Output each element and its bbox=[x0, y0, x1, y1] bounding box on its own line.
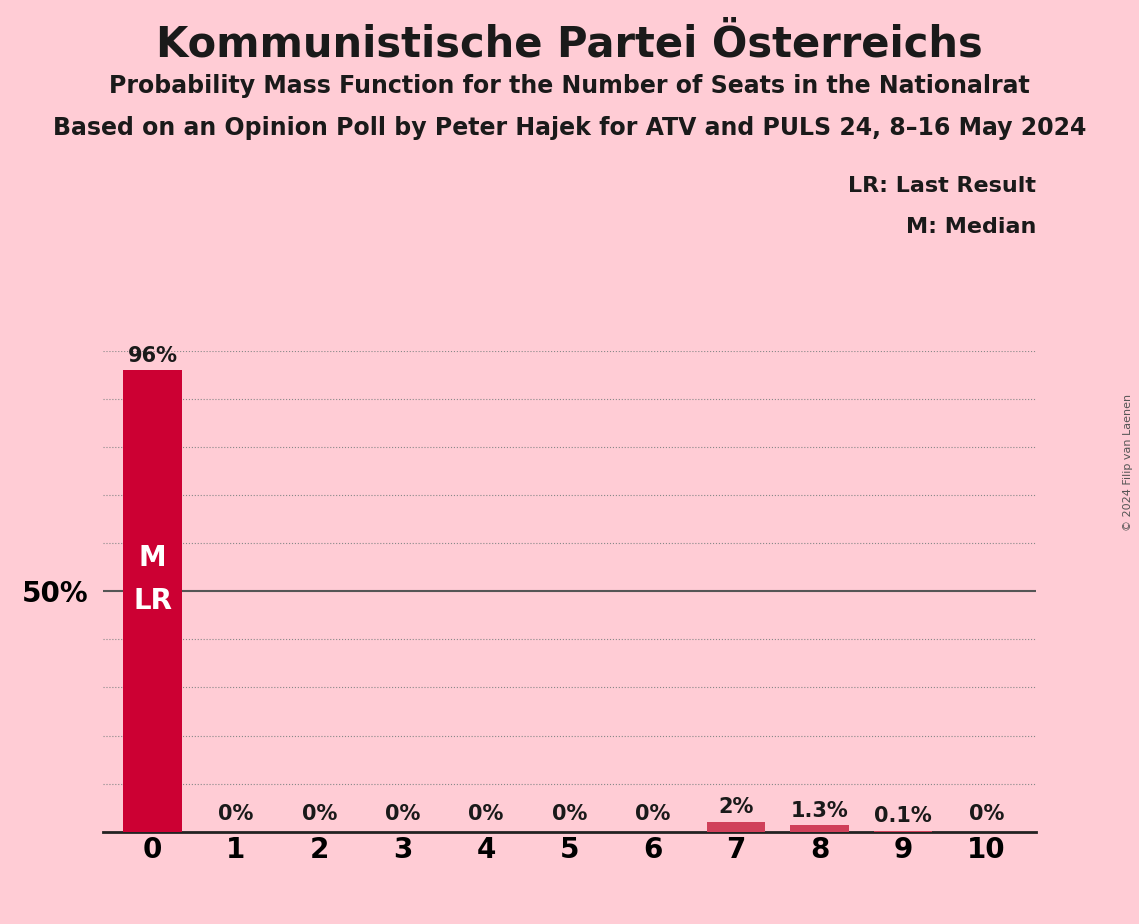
Text: © 2024 Filip van Laenen: © 2024 Filip van Laenen bbox=[1123, 394, 1132, 530]
Text: 2%: 2% bbox=[719, 797, 754, 817]
Text: Based on an Opinion Poll by Peter Hajek for ATV and PULS 24, 8–16 May 2024: Based on an Opinion Poll by Peter Hajek … bbox=[52, 116, 1087, 140]
Text: LR: Last Result: LR: Last Result bbox=[849, 176, 1036, 196]
Bar bbox=[790, 825, 849, 832]
Text: M: Median: M: Median bbox=[907, 217, 1036, 237]
Text: 0%: 0% bbox=[385, 805, 420, 824]
Text: 0%: 0% bbox=[219, 805, 254, 824]
Text: 0%: 0% bbox=[551, 805, 588, 824]
Text: LR: LR bbox=[133, 587, 172, 615]
Text: Kommunistische Partei Österreichs: Kommunistische Partei Österreichs bbox=[156, 23, 983, 65]
Text: 0%: 0% bbox=[468, 805, 503, 824]
Text: 0%: 0% bbox=[969, 805, 1005, 824]
Text: M: M bbox=[139, 543, 166, 572]
Text: 96%: 96% bbox=[128, 346, 178, 366]
Text: 0.1%: 0.1% bbox=[875, 807, 932, 826]
Text: 0%: 0% bbox=[636, 805, 671, 824]
Bar bbox=[707, 822, 765, 832]
Text: Probability Mass Function for the Number of Seats in the Nationalrat: Probability Mass Function for the Number… bbox=[109, 74, 1030, 98]
Text: 1.3%: 1.3% bbox=[790, 800, 849, 821]
Text: 0%: 0% bbox=[302, 805, 337, 824]
Bar bbox=[123, 371, 182, 832]
